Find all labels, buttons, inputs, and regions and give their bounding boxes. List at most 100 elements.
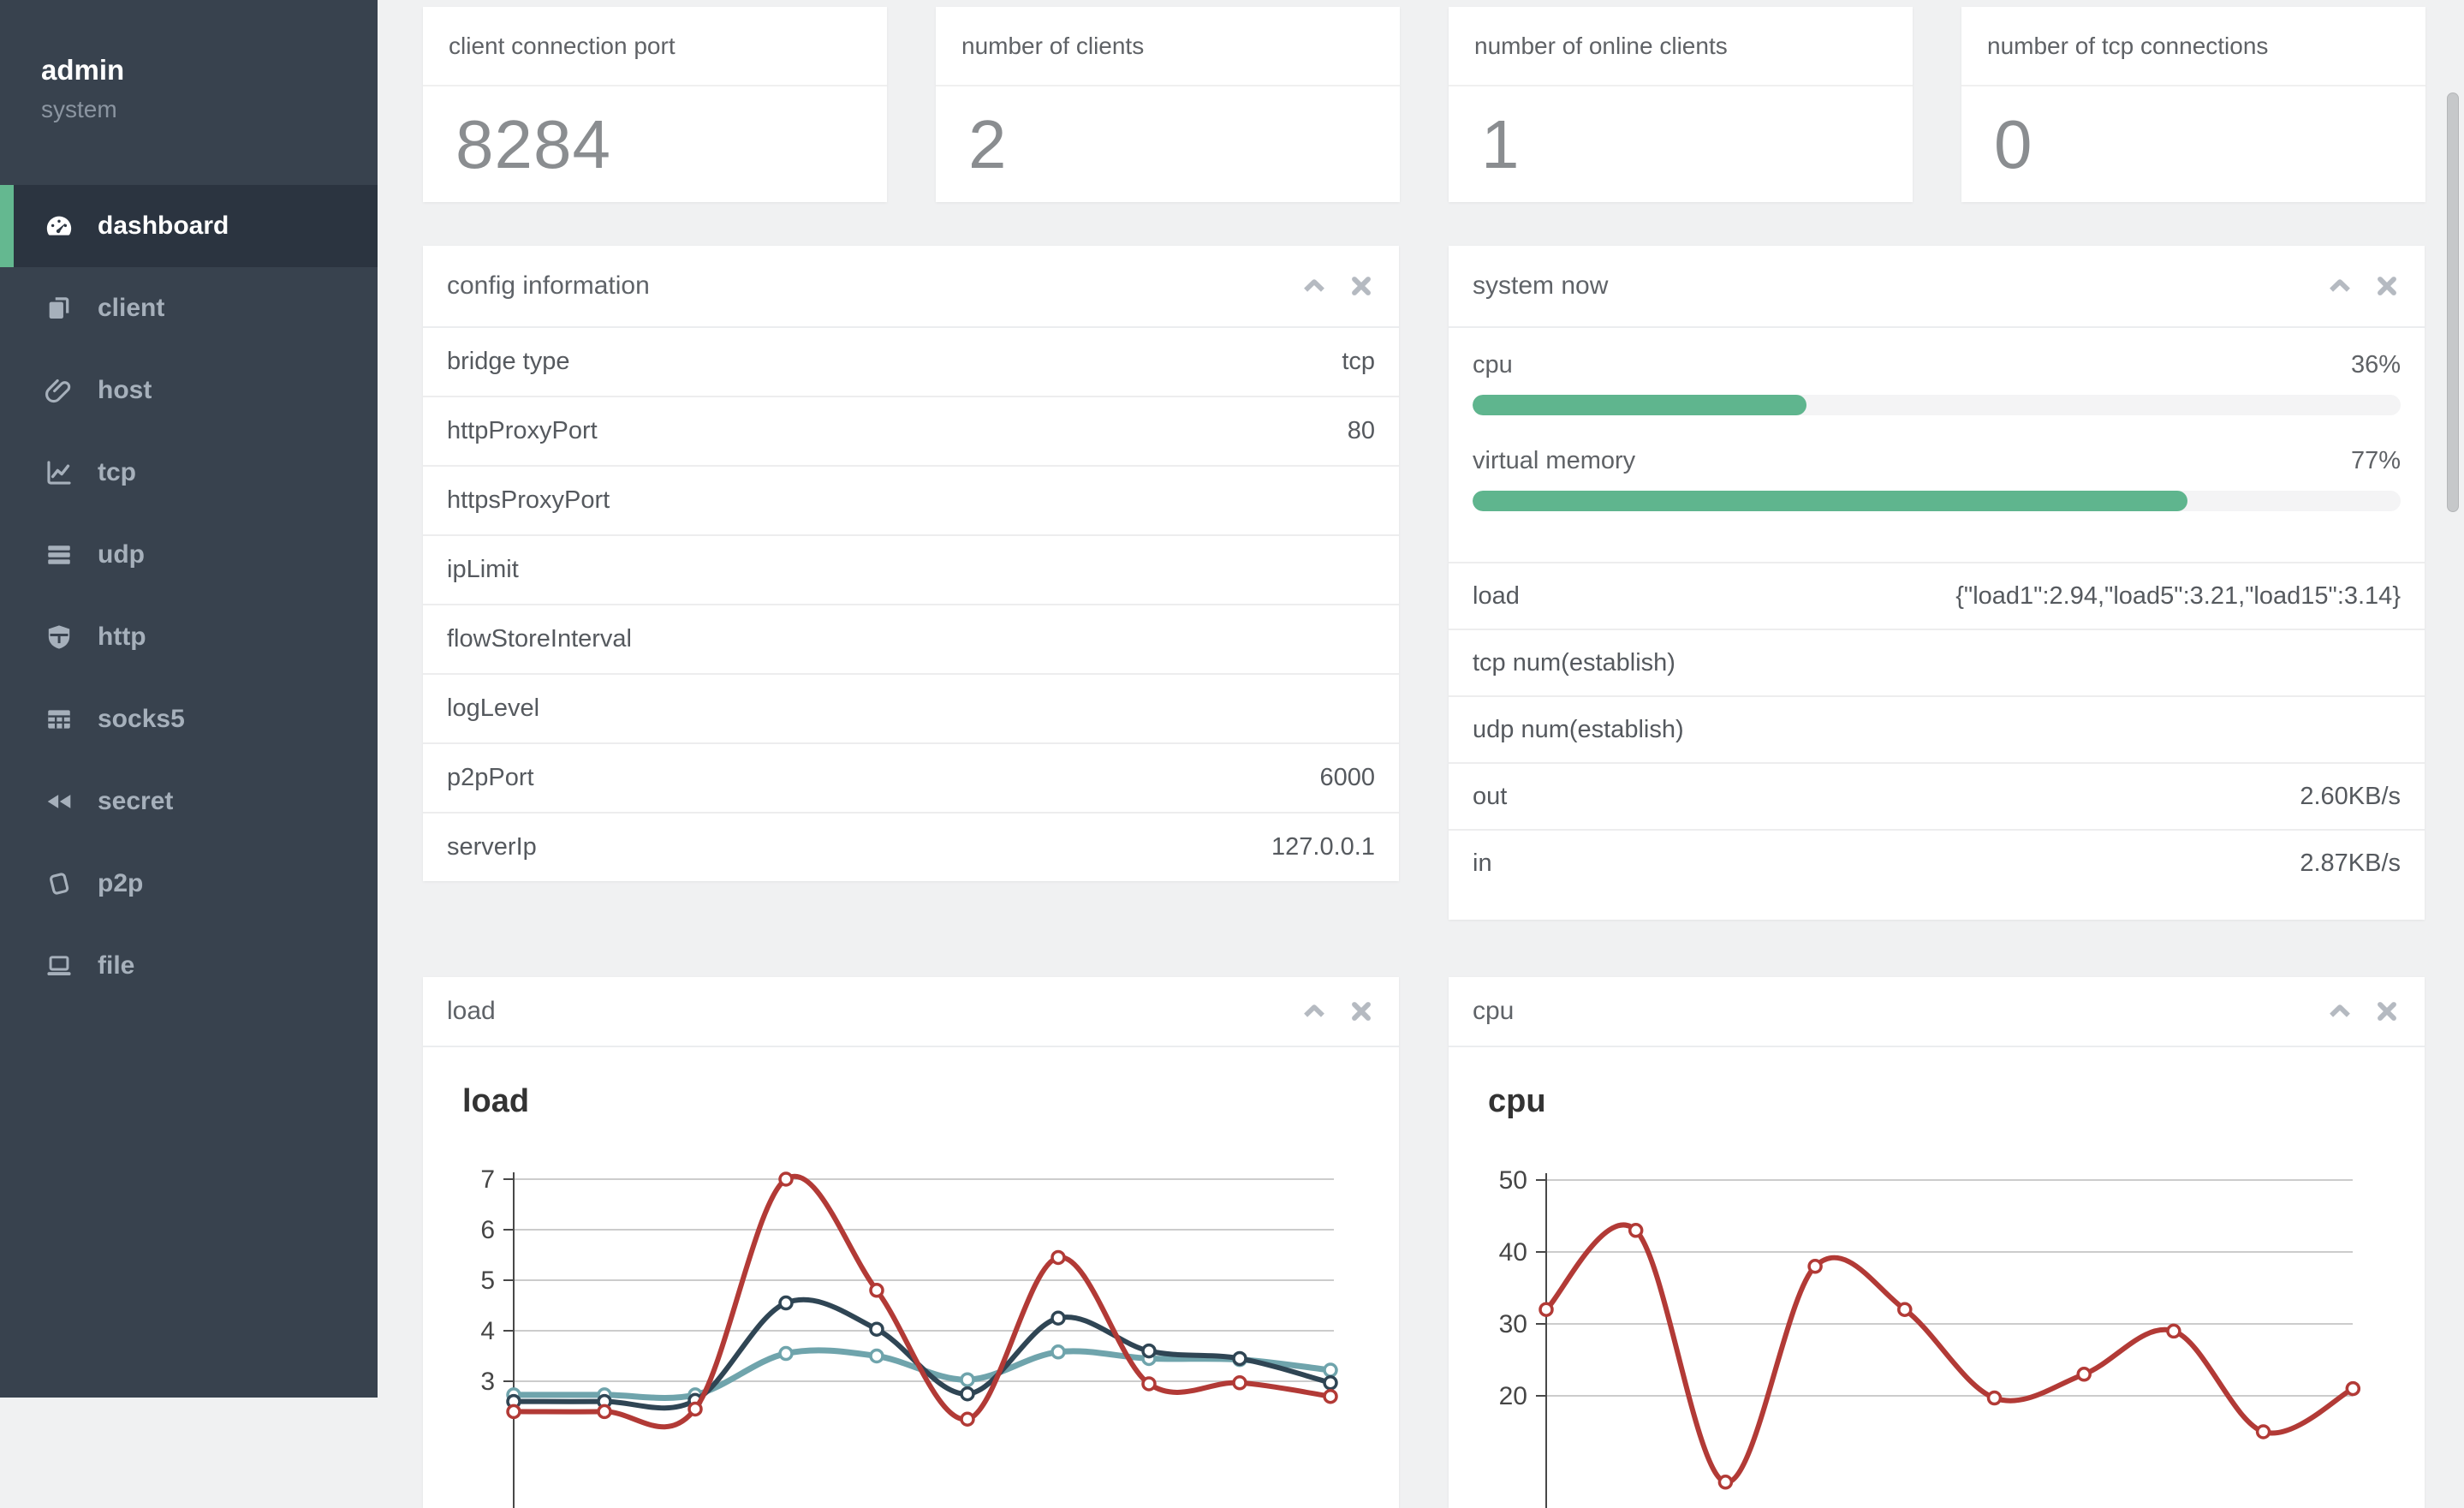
dashboard-icon (46, 216, 72, 235)
shield-icon (48, 625, 70, 649)
sidebar-item-socks5[interactable]: socks5 (0, 678, 378, 760)
config-row: httpProxyPort 80 (423, 397, 1399, 467)
sidebar-item-host[interactable]: host (0, 349, 378, 432)
user-role: system (41, 95, 117, 122)
sidebar-item-label: secret (98, 787, 174, 815)
system-gauges: cpu 36% virtual memory 77% (1449, 328, 2425, 563)
svg-text:20: 20 (1499, 1382, 1527, 1410)
config-row: p2pPort 6000 (423, 744, 1399, 814)
panel-title: load (447, 997, 496, 1025)
sidebar-item-http[interactable]: http (0, 596, 378, 678)
cpu-progress-fill (1473, 395, 1807, 415)
config-row: logLevel (423, 675, 1399, 744)
config-row-label: serverIp (447, 833, 537, 861)
collapse-chevron-up-icon[interactable] (2325, 271, 2354, 301)
cpu-line-chart: 50 40 30 20 (1499, 1166, 2361, 1508)
sidebar-item-label: udp (98, 540, 145, 569)
sidebar-item-label: socks5 (98, 705, 185, 733)
stat-card-number-of-online-clients: number of online clients 1 (1449, 7, 1913, 202)
cpu-chart-panel: cpu cpu 50 40 30 20 (1449, 977, 2425, 1508)
svg-text:50: 50 (1499, 1166, 1527, 1195)
sidebar-item-label: client (98, 294, 165, 322)
system-now-panel: system now cpu 36% virtual memory 77% lo… (1449, 246, 2425, 920)
system-row-label: in (1473, 849, 1492, 877)
config-information-panel: config information bridge type tcp httpP… (423, 246, 1399, 881)
system-row: load {"load1":2.94,"load5":3.21,"load15"… (1449, 563, 2425, 630)
sidebar-item-label: tcp (98, 458, 136, 486)
virtual-memory-progress-fill (1473, 491, 2187, 511)
stat-card-value: 1 (1481, 105, 1521, 182)
close-icon[interactable] (1348, 272, 1375, 300)
config-row-value: 6000 (1319, 764, 1375, 791)
stat-card-label: client connection port (423, 7, 887, 86)
collapse-chevron-up-icon[interactable] (1300, 271, 1329, 301)
sidebar-item-label: p2p (98, 869, 144, 897)
sidebar-item-secret[interactable]: secret (0, 760, 378, 843)
system-row-label: out (1473, 782, 1508, 810)
config-row-label: httpProxyPort (447, 417, 598, 444)
chart-title: load (462, 1083, 530, 1119)
svg-text:7: 7 (480, 1165, 495, 1194)
config-row: httpsProxyPort (423, 467, 1399, 536)
stat-card-value: 8284 (455, 105, 611, 182)
stat-card-label: number of tcp connections (1961, 7, 2425, 86)
config-row-label: flowStoreInterval (447, 625, 632, 653)
panel-title: system now (1473, 271, 1609, 300)
sidebar-item-tcp[interactable]: tcp (0, 432, 378, 514)
stat-card-label: number of clients (936, 7, 1400, 86)
config-row-label: httpsProxyPort (447, 486, 610, 514)
paperclip-icon (45, 378, 71, 403)
collapse-chevron-up-icon[interactable] (2325, 997, 2354, 1026)
chart-line-icon (47, 461, 71, 485)
load-chart-panel: load load 7 6 5 4 3 (423, 977, 1399, 1508)
stat-card-value: 0 (1994, 105, 2033, 182)
sidebar-item-label: dashboard (98, 212, 229, 240)
collapse-chevron-up-icon[interactable] (1300, 997, 1329, 1026)
stat-card-label: number of online clients (1449, 7, 1913, 86)
gauge-label: cpu (1473, 350, 1513, 378)
cpu-progress-bar (1473, 395, 2401, 415)
config-row-label: ipLimit (447, 556, 519, 583)
panel-title: config information (447, 271, 650, 300)
sidebar: admin system dashboard client host (0, 0, 378, 1398)
gauge-label: virtual memory (1473, 446, 1636, 474)
sidebar-item-file[interactable]: file (0, 925, 378, 1007)
config-row: flowStoreInterval (423, 605, 1399, 675)
vertical-scrollbar-thumb[interactable] (2447, 92, 2459, 512)
config-row-value: 127.0.0.1 (1271, 833, 1375, 861)
system-row: in 2.87KB/s (1449, 831, 2425, 896)
system-row-label: udp num(establish) (1473, 715, 1684, 743)
svg-text:5: 5 (480, 1267, 495, 1295)
config-row: ipLimit (423, 536, 1399, 605)
chart-title: cpu (1488, 1083, 1546, 1119)
close-icon[interactable] (1348, 998, 1375, 1025)
user-name: admin (41, 54, 125, 86)
system-row-label: load (1473, 581, 1520, 610)
stat-card-number-of-clients: number of clients 2 (936, 7, 1400, 202)
backward-icon (47, 795, 71, 808)
sidebar-item-client[interactable]: client (0, 267, 378, 349)
sidebar-nav: dashboard client host tcp (0, 185, 378, 1007)
sidebar-item-udp[interactable]: udp (0, 514, 378, 596)
system-row-value: 2.87KB/s (2300, 849, 2401, 877)
svg-text:40: 40 (1499, 1238, 1527, 1267)
config-row-label: logLevel (447, 694, 540, 722)
system-row-value: {"load1":2.94,"load5":3.21,"load15":3.14… (1955, 581, 2401, 610)
close-icon[interactable] (2373, 272, 2401, 300)
svg-text:4: 4 (480, 1317, 495, 1345)
config-row-value: tcp (1342, 348, 1375, 375)
close-icon[interactable] (2373, 998, 2401, 1025)
sidebar-item-p2p[interactable]: p2p (0, 843, 378, 925)
sidebar-item-label: host (98, 376, 152, 404)
svg-text:3: 3 (480, 1368, 495, 1396)
config-row-label: p2pPort (447, 764, 534, 791)
system-row-value: 2.60KB/s (2300, 782, 2401, 810)
sidebar-item-dashboard[interactable]: dashboard (0, 185, 378, 267)
sidebar-brand: admin system (0, 0, 378, 123)
config-row: bridge type tcp (423, 328, 1399, 397)
virtual-memory-progress-bar (1473, 491, 2401, 511)
stat-card-number-of-tcp-connections: number of tcp connections 0 (1961, 7, 2425, 202)
stat-card-client-connection-port: client connection port 8284 (423, 7, 887, 202)
panel-title: cpu (1473, 997, 1515, 1025)
system-row: out 2.60KB/s (1449, 764, 2425, 831)
